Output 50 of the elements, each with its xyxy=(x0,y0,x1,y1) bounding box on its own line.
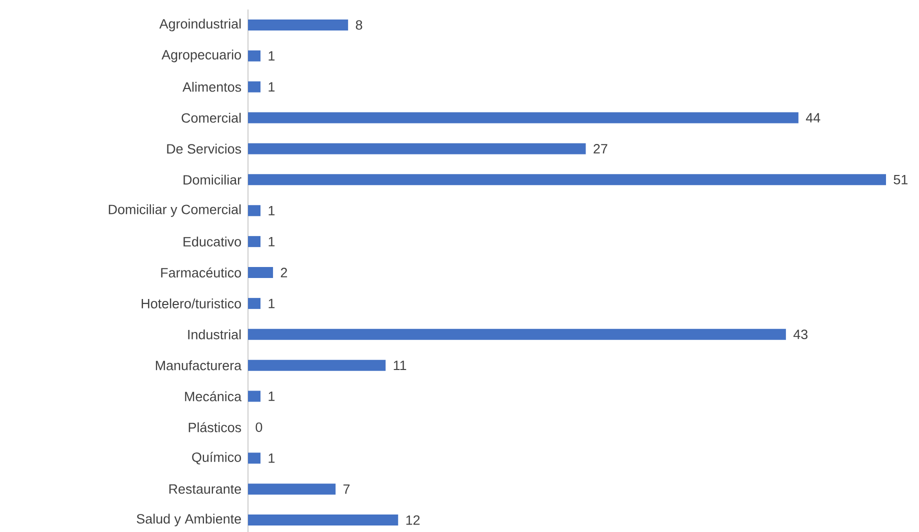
y-tick-label: Manufacturera xyxy=(156,360,242,370)
y-tick-label: Domiciliar y Comercial xyxy=(108,204,241,217)
data-label: 1 xyxy=(268,298,275,308)
bar xyxy=(248,328,786,340)
data-label: 51 xyxy=(894,174,908,184)
y-tick-label: Salud y Ambiente xyxy=(136,514,241,526)
data-label: 1 xyxy=(268,454,275,463)
data-label: 1 xyxy=(268,82,275,92)
bar xyxy=(248,514,398,526)
y-tick-label: Químico xyxy=(192,452,241,464)
bar xyxy=(248,390,261,402)
bar xyxy=(248,236,261,248)
y-tick-label: Plásticos xyxy=(188,422,242,432)
y-tick-label: Comercial xyxy=(182,112,241,123)
bar xyxy=(248,174,886,186)
y-tick-label: Domiciliar xyxy=(184,174,242,185)
bar xyxy=(248,112,798,124)
bar xyxy=(248,205,261,216)
y-tick-label: Educativo xyxy=(184,236,241,246)
y-tick-label: Restaurante xyxy=(169,484,241,494)
bar xyxy=(248,484,336,495)
data-label: 8 xyxy=(356,20,362,30)
y-tick-label: Alimentos xyxy=(182,82,242,92)
data-label: 1 xyxy=(268,392,275,401)
data-label: 1 xyxy=(268,236,275,246)
data-label: 43 xyxy=(793,330,808,340)
data-label: 7 xyxy=(343,484,350,494)
data-label: 1 xyxy=(268,206,275,216)
y-tick-label: Agropecuario xyxy=(162,50,241,62)
y-tick-label: De Servicios xyxy=(167,144,242,154)
data-label: 44 xyxy=(806,113,820,122)
data-label: 27 xyxy=(594,144,608,154)
y-tick-label: Industrial xyxy=(188,329,241,340)
bar xyxy=(248,360,386,371)
data-label: 0 xyxy=(256,422,262,432)
bar xyxy=(248,143,586,154)
data-label: 11 xyxy=(394,360,406,370)
bar xyxy=(248,452,261,464)
y-tick-label: Farmacéutico xyxy=(161,267,241,278)
data-label: 1 xyxy=(268,51,275,61)
data-label: 12 xyxy=(406,515,420,525)
bar xyxy=(248,19,348,30)
y-tick-label: Hotelero/turistico xyxy=(142,298,241,308)
bar xyxy=(248,81,261,92)
y-tick-label: Mecánica xyxy=(185,391,242,402)
bar xyxy=(248,50,261,62)
bar xyxy=(248,267,274,278)
y-tick-label: Agroindustrial xyxy=(159,18,241,32)
data-label: 2 xyxy=(280,268,288,278)
bar xyxy=(248,298,261,309)
